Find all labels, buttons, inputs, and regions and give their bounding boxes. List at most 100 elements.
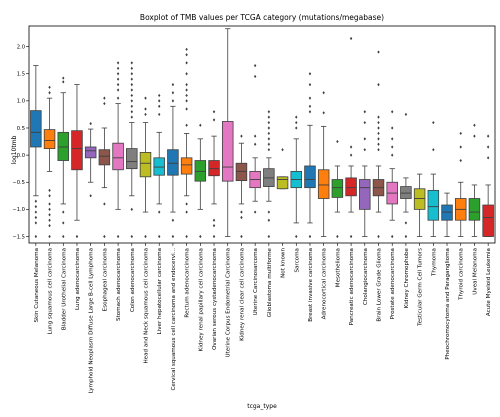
outlier-point (144, 107, 147, 111)
outlier-point (322, 111, 325, 115)
y-tick-label: 1.0 (17, 99, 25, 105)
outlier-point (130, 66, 133, 70)
outlier-point (459, 145, 462, 149)
outlier-point (308, 96, 312, 100)
outlier-point (308, 234, 312, 239)
outlier-point (130, 93, 133, 98)
outlier-point (185, 82, 188, 87)
x-category-label: Kidney Chromophobe (404, 247, 410, 308)
outlier-point (281, 148, 284, 152)
x-category-label: Uveal Melanoma (472, 248, 478, 295)
x-category-label: Thymoma (431, 248, 437, 277)
box (57, 131, 70, 161)
outlier-point (48, 207, 51, 211)
outlier-point (377, 148, 380, 152)
x-category-label: Not known (281, 248, 287, 278)
outlier-point (130, 234, 133, 239)
outlier-point (391, 110, 394, 114)
outlier-point (158, 234, 161, 239)
x-category-label: Ovarian serous cystadenocarcinoma (212, 248, 218, 350)
outlier-point (377, 120, 380, 125)
x-category-label: Kidney renal papillary cell carcinoma (198, 248, 204, 351)
box (304, 165, 316, 189)
outlier-point (48, 218, 51, 222)
outlier-point (267, 142, 271, 146)
outlier-point (144, 96, 147, 100)
outlier-point (185, 72, 188, 76)
outlier-point (116, 61, 120, 65)
outlier-point (377, 142, 380, 146)
x-category-label: Cholangiocarcinoma (363, 248, 369, 305)
outlier-point (34, 221, 38, 225)
outlier-point (267, 137, 271, 141)
outlier-point (130, 207, 133, 211)
box (180, 157, 193, 175)
outlier-point (185, 202, 188, 206)
outlier-point (432, 120, 435, 125)
y-tick-label: 2.0 (17, 44, 25, 50)
outlier-point (377, 131, 380, 136)
outlier-point (308, 110, 312, 114)
outlier-point (185, 234, 188, 239)
outlier-point (363, 137, 366, 141)
y-tick-label: 0.5 (17, 126, 25, 132)
outlier-point (48, 234, 51, 239)
outlier-point (486, 134, 490, 138)
outlier-point (34, 234, 38, 239)
outlier-point (240, 234, 243, 239)
outlier-point (349, 234, 353, 239)
x-category-label: Adrenocortical carcinoma (322, 248, 328, 319)
x-category-label: Stomach adenocarcinoma (116, 248, 122, 321)
outlier-point (116, 88, 120, 92)
outlier-point (89, 122, 92, 126)
outlier-point (459, 131, 462, 136)
y-axis-label: log10tmb (11, 135, 18, 164)
box (427, 189, 440, 221)
outlier-point (116, 72, 120, 76)
outlier-point (48, 224, 51, 228)
outlier-point (486, 145, 490, 149)
outlier-point (185, 107, 188, 111)
box (345, 177, 357, 197)
x-category-label: Cervical squamous cell carcinoma and end… (171, 248, 177, 391)
y-tick-label: −1.0 (12, 207, 25, 213)
outlier-point (130, 110, 133, 114)
x-category-label: Glioblastoma multiforme (267, 247, 273, 317)
outlier-point (240, 210, 243, 214)
outlier-point (171, 91, 175, 95)
box (98, 149, 111, 166)
outlier-point (185, 123, 188, 127)
x-category-label: Liver hepatocellular carcinoma (157, 248, 163, 334)
outlier-point (267, 210, 271, 214)
outlier-point (130, 82, 133, 87)
outlier-point (267, 115, 271, 119)
outlier-point (473, 134, 476, 138)
outlier-point (486, 156, 490, 160)
outlier-point (48, 202, 51, 206)
outlier-point (308, 72, 312, 76)
outlier-point (240, 215, 243, 220)
outlier-point (89, 194, 92, 198)
x-category-label: Uterine Corpus Endometrial Carcinoma (226, 248, 232, 358)
outlier-point (62, 210, 65, 214)
outlier-point (377, 137, 380, 141)
outlier-point (391, 145, 394, 149)
outlier-point (144, 112, 147, 117)
box (317, 169, 330, 199)
outlier-point (171, 82, 175, 87)
box (331, 179, 344, 198)
x-axis-label: tcga_type (247, 403, 277, 410)
y-tick-label: −1.5 (12, 234, 25, 240)
box (441, 204, 453, 221)
outlier-point (130, 115, 133, 119)
outlier-point (48, 194, 51, 198)
outlier-point (103, 234, 106, 239)
outlier-point (349, 36, 353, 41)
x-category-label: Breast invasive carcinoma (308, 248, 314, 322)
outlier-point (404, 221, 408, 225)
y-tick-label: 0.0 (17, 153, 25, 159)
outlier-point (171, 99, 175, 103)
outlier-point (391, 153, 394, 157)
outlier-point (130, 104, 133, 108)
outlier-point (377, 115, 380, 119)
